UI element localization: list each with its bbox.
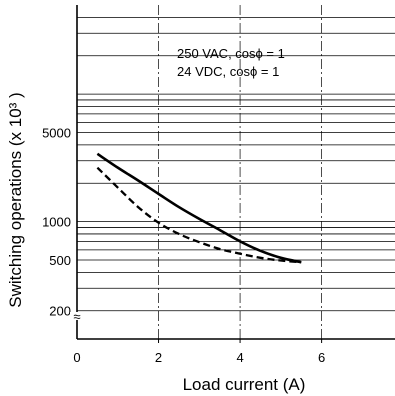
series-layer (96, 152, 302, 264)
axis-break-symbol: ≈ (73, 309, 80, 324)
grid (77, 5, 395, 339)
annotation-dc: 24 VDC, cosϕ = 1 (177, 64, 279, 79)
axis-break-marker: ≈ (70, 309, 84, 324)
dashed-series-line (96, 166, 302, 264)
x-tick-label: 6 (318, 350, 325, 365)
legend-annotations: 250 VAC, cosϕ = 1 24 VDC, cosϕ = 1 (177, 46, 285, 79)
y-tick-label: 5000 (42, 125, 71, 140)
y-tick-label: 1000 (42, 215, 71, 230)
y-axis-title: Switching operations (x 10³ ) (6, 92, 25, 307)
x-tick-label: 2 (155, 350, 162, 365)
x-tick-label: 4 (236, 350, 243, 365)
y-tick-label: 200 (49, 304, 71, 319)
plot-frame (76, 5, 395, 340)
tick-labels: 0 2 4 6 5000 1000 500 200 (42, 125, 325, 365)
y-tick-label: 500 (49, 253, 71, 268)
annotation-ac: 250 VAC, cosϕ = 1 (177, 46, 285, 61)
x-axis-title: Load current (A) (183, 375, 306, 394)
x-tick-label: 0 (73, 350, 80, 365)
solid-series-line (96, 152, 302, 264)
